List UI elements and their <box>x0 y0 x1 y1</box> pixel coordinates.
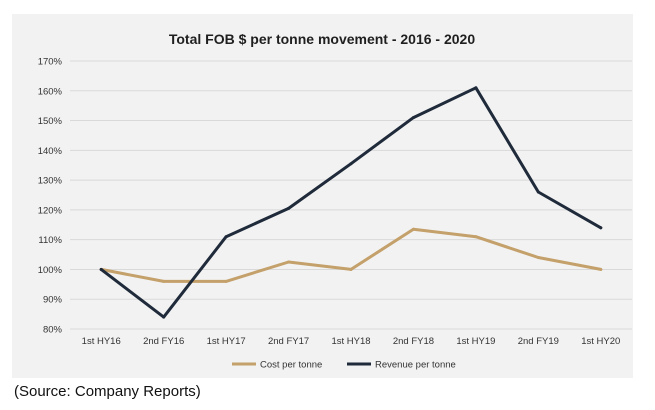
y-tick-label: 160% <box>38 86 63 97</box>
series-lines <box>99 86 603 319</box>
chart-panel: Total FOB $ per tonne movement - 2016 - … <box>12 14 633 378</box>
data-point <box>474 235 478 239</box>
data-point <box>536 256 540 260</box>
data-point <box>224 235 228 239</box>
y-tick-label: 150% <box>38 116 63 127</box>
x-tick-label: 1st HY16 <box>82 336 121 347</box>
data-point <box>349 162 353 166</box>
legend-label: Revenue per tonne <box>375 360 456 371</box>
y-tick-label: 100% <box>38 265 63 276</box>
data-point <box>162 279 166 283</box>
x-tick-label: 2nd FY17 <box>268 336 309 347</box>
x-tick-label: 1st HY20 <box>581 336 620 347</box>
x-tick-label: 2nd FY16 <box>143 336 184 347</box>
y-tick-label: 130% <box>38 176 63 187</box>
data-point <box>162 315 166 319</box>
y-tick-label: 110% <box>38 235 62 246</box>
y-tick-label: 80% <box>43 325 63 336</box>
line-chart: Total FOB $ per tonne movement - 2016 - … <box>38 31 632 371</box>
data-point <box>287 206 291 210</box>
data-point <box>411 116 415 120</box>
data-point <box>474 86 478 90</box>
x-tick-label: 2nd FY18 <box>393 336 434 347</box>
y-tick-label: 120% <box>38 205 63 216</box>
data-point <box>287 260 291 264</box>
x-tick-label: 1st HY18 <box>331 336 370 347</box>
y-axis-ticks: 80% 90% 100% 110% 120% 130% 140% 150% 160% 170% <box>38 57 63 336</box>
y-tick-label: 90% <box>43 295 63 306</box>
x-tick-label: 1st HY19 <box>456 336 495 347</box>
data-point <box>599 267 603 271</box>
legend: Cost per tonne Revenue per tonne <box>232 360 456 371</box>
legend-label: Cost per tonne <box>260 360 322 371</box>
y-tick-label: 170% <box>38 57 63 68</box>
gridlines <box>70 60 632 330</box>
data-point <box>224 279 228 283</box>
x-axis-ticks: 1st HY16 2nd FY16 1st HY17 2nd FY17 1st HY18… <box>82 336 621 347</box>
x-tick-label: 2nd FY19 <box>518 336 559 347</box>
data-point <box>99 267 103 271</box>
source-note: (Source: Company Reports) <box>14 383 201 400</box>
data-point <box>599 226 603 230</box>
data-point <box>349 267 353 271</box>
chart-title: Total FOB $ per tonne movement - 2016 - … <box>169 31 475 47</box>
series-line-cost-per-tonne <box>99 227 603 283</box>
y-tick-label: 140% <box>38 146 63 157</box>
data-point <box>411 227 415 231</box>
data-point <box>536 190 540 194</box>
x-tick-label: 1st HY17 <box>207 336 246 347</box>
